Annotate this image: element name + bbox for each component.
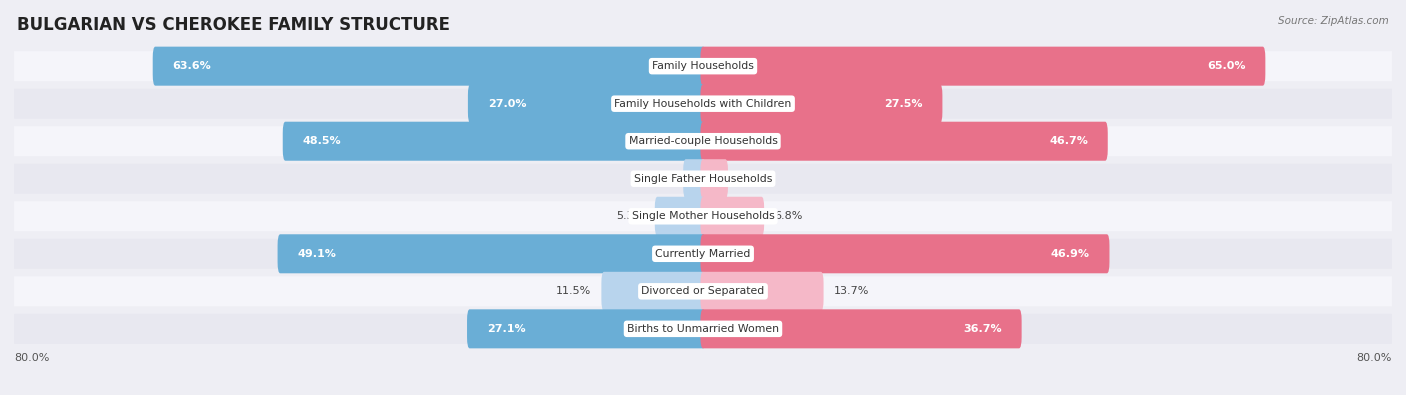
FancyBboxPatch shape — [277, 234, 706, 273]
FancyBboxPatch shape — [467, 309, 706, 348]
FancyBboxPatch shape — [655, 197, 706, 236]
Text: Currently Married: Currently Married — [655, 249, 751, 259]
FancyBboxPatch shape — [153, 47, 706, 86]
Text: 48.5%: 48.5% — [302, 136, 342, 146]
Text: 65.0%: 65.0% — [1206, 61, 1246, 71]
FancyBboxPatch shape — [14, 239, 1392, 269]
Text: Single Mother Households: Single Mother Households — [631, 211, 775, 221]
Text: 2.0%: 2.0% — [644, 174, 673, 184]
FancyBboxPatch shape — [14, 201, 1392, 231]
Text: 27.5%: 27.5% — [884, 99, 922, 109]
Text: BULGARIAN VS CHEROKEE FAMILY STRUCTURE: BULGARIAN VS CHEROKEE FAMILY STRUCTURE — [17, 16, 450, 34]
Text: 80.0%: 80.0% — [14, 353, 49, 363]
FancyBboxPatch shape — [283, 122, 706, 161]
FancyBboxPatch shape — [602, 272, 706, 311]
FancyBboxPatch shape — [700, 47, 1265, 86]
Text: 49.1%: 49.1% — [298, 249, 336, 259]
Text: 63.6%: 63.6% — [173, 61, 211, 71]
FancyBboxPatch shape — [700, 197, 763, 236]
Text: 6.8%: 6.8% — [775, 211, 803, 221]
FancyBboxPatch shape — [468, 84, 706, 123]
Text: Divorced or Separated: Divorced or Separated — [641, 286, 765, 296]
FancyBboxPatch shape — [683, 159, 706, 198]
Text: 2.6%: 2.6% — [738, 174, 766, 184]
FancyBboxPatch shape — [700, 272, 824, 311]
FancyBboxPatch shape — [700, 309, 1022, 348]
Text: Married-couple Households: Married-couple Households — [628, 136, 778, 146]
Text: 80.0%: 80.0% — [1357, 353, 1392, 363]
Text: 27.0%: 27.0% — [488, 99, 526, 109]
FancyBboxPatch shape — [14, 164, 1392, 194]
FancyBboxPatch shape — [700, 234, 1109, 273]
Text: 46.7%: 46.7% — [1049, 136, 1088, 146]
Text: Single Father Households: Single Father Households — [634, 174, 772, 184]
Text: 5.3%: 5.3% — [616, 211, 644, 221]
Text: 36.7%: 36.7% — [963, 324, 1002, 334]
Text: Source: ZipAtlas.com: Source: ZipAtlas.com — [1278, 16, 1389, 26]
FancyBboxPatch shape — [14, 51, 1392, 81]
Text: Family Households: Family Households — [652, 61, 754, 71]
Text: Family Households with Children: Family Households with Children — [614, 99, 792, 109]
FancyBboxPatch shape — [14, 126, 1392, 156]
FancyBboxPatch shape — [14, 314, 1392, 344]
FancyBboxPatch shape — [700, 84, 942, 123]
Text: 11.5%: 11.5% — [555, 286, 591, 296]
FancyBboxPatch shape — [700, 122, 1108, 161]
Text: 27.1%: 27.1% — [486, 324, 526, 334]
FancyBboxPatch shape — [700, 159, 728, 198]
Text: Births to Unmarried Women: Births to Unmarried Women — [627, 324, 779, 334]
Text: 46.9%: 46.9% — [1050, 249, 1090, 259]
Text: 13.7%: 13.7% — [834, 286, 869, 296]
FancyBboxPatch shape — [14, 276, 1392, 307]
FancyBboxPatch shape — [14, 89, 1392, 118]
